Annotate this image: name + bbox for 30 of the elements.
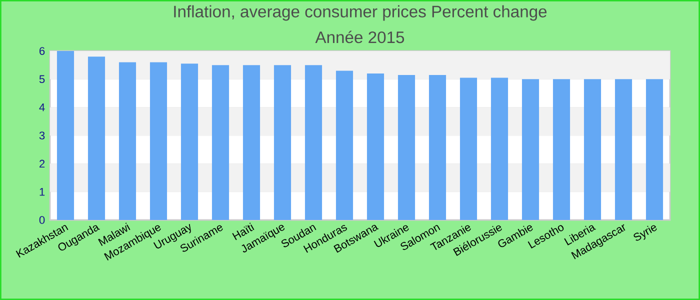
bar	[366, 74, 384, 220]
bar	[614, 79, 632, 220]
y-tick-label: 6	[40, 47, 45, 55]
bar	[150, 62, 168, 220]
bar	[180, 64, 198, 220]
y-tick-label: 2	[40, 160, 45, 168]
bar	[584, 79, 602, 220]
bar	[398, 74, 416, 220]
bar	[552, 79, 570, 220]
bar	[88, 56, 106, 220]
y-tick-label: 5	[39, 75, 45, 84]
bar	[646, 79, 664, 220]
y-tick-label: 3	[39, 132, 45, 140]
x-tick-label: Syrie	[634, 225, 657, 241]
bar	[336, 70, 354, 220]
bar	[428, 74, 446, 220]
bar	[490, 78, 508, 220]
bar	[212, 65, 230, 220]
bar	[304, 65, 322, 220]
y-tick-label: 1	[40, 188, 45, 196]
bar	[460, 78, 478, 220]
y-tick-label: 4	[39, 104, 45, 112]
bar	[274, 65, 292, 220]
y-tick-label: 0	[39, 216, 45, 224]
chart-title: Inflation, average consumer prices Percent change	[174, 5, 547, 21]
bar	[522, 79, 540, 220]
chart-subtitle: Année 2015	[315, 30, 404, 44]
bar	[118, 62, 136, 220]
bar	[242, 65, 260, 220]
bar	[56, 51, 74, 220]
